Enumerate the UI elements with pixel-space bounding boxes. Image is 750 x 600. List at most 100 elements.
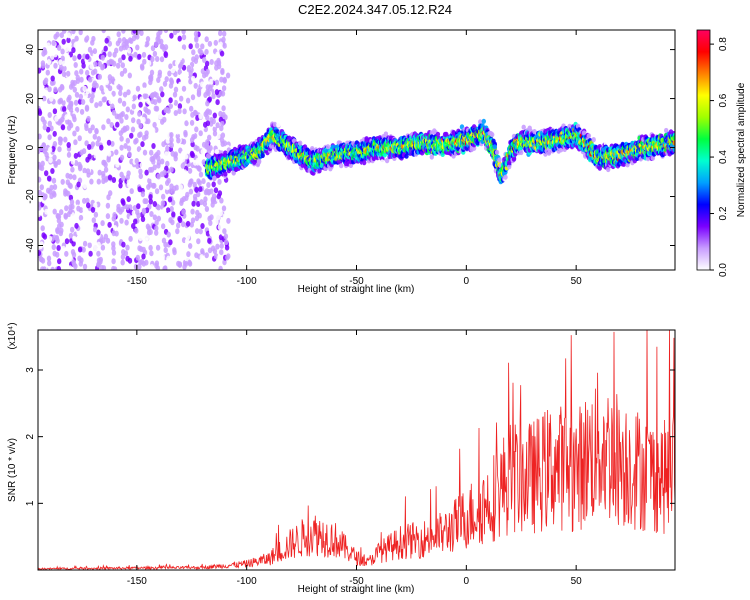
heat-cell [210, 196, 215, 203]
heat-cell [165, 160, 170, 167]
heat-cell [79, 108, 85, 115]
heat-cell [131, 210, 137, 217]
heat-cell [202, 57, 207, 63]
heat-cell [219, 76, 224, 83]
heat-cell [120, 253, 126, 260]
heat-cell [200, 248, 205, 255]
heat-cell [224, 35, 230, 42]
heat-cell [212, 112, 217, 119]
heat-cell [219, 50, 225, 57]
heat-cell [107, 74, 113, 81]
heat-cell [200, 43, 205, 50]
heat-cell [114, 113, 120, 120]
heat-cell [188, 179, 193, 186]
heat-cell [77, 161, 82, 168]
heat-cell [219, 125, 224, 132]
heat-cell [49, 193, 54, 200]
heat-cell [193, 247, 198, 254]
heat-cell [102, 96, 108, 103]
heat-cell [40, 225, 45, 232]
heat-cell [178, 54, 183, 61]
heat-cell [136, 203, 141, 210]
heat-cell [194, 126, 199, 133]
heat-cell [111, 177, 117, 183]
heat-cell [56, 199, 61, 205]
heat-cell [181, 85, 187, 92]
heat-cell [104, 79, 110, 86]
heat-cell [160, 200, 166, 207]
heat-cell [222, 259, 227, 266]
heat-cell [74, 91, 80, 98]
heat-cell [218, 30, 223, 37]
heat-cell [38, 176, 42, 183]
heat-cell [84, 35, 90, 42]
heat-cell [131, 103, 136, 110]
heat-cell [190, 217, 196, 224]
heat-cell [204, 60, 210, 67]
heat-cell [179, 197, 185, 204]
heat-cell [166, 255, 171, 262]
heat-cell [53, 162, 58, 168]
heat-cell [46, 59, 52, 65]
heat-cell [78, 30, 83, 36]
heat-cell [177, 103, 183, 110]
heat-cell [218, 210, 223, 217]
heat-cell [96, 136, 102, 142]
heat-cell [75, 199, 81, 206]
heat-cell [61, 106, 67, 113]
heat-cell [38, 108, 42, 115]
heat-cell [141, 51, 147, 58]
heat-cell [92, 226, 98, 233]
heat-cell [57, 193, 63, 200]
heat-cell [218, 185, 223, 192]
heat-cell [96, 261, 102, 268]
heat-cell [154, 219, 159, 226]
heat-cell [100, 220, 105, 227]
heat-cell [50, 54, 55, 60]
heat-cell [66, 151, 72, 158]
heat-cell [138, 221, 144, 228]
heat-cell [156, 173, 161, 180]
heat-cell [205, 114, 210, 121]
heat-cell [175, 128, 180, 135]
heat-cell [189, 119, 195, 126]
heat-cell [82, 206, 87, 213]
heat-cell [196, 238, 201, 245]
heat-cell [94, 37, 100, 44]
heat-cell [70, 226, 75, 233]
heat-cell [48, 157, 53, 164]
heat-cell [38, 211, 41, 218]
heat-cell [169, 137, 174, 144]
heat-cell [62, 65, 67, 72]
heat-cell [138, 235, 143, 242]
heat-cell [57, 223, 62, 230]
heat-cell [162, 265, 167, 270]
heat-cell [80, 99, 86, 105]
heat-cell [48, 146, 53, 153]
heat-cell [144, 198, 149, 205]
heat-cell [118, 90, 123, 97]
heat-cell [204, 252, 209, 259]
heat-cell [205, 68, 210, 75]
heat-cell [162, 80, 168, 87]
heat-cell [137, 53, 142, 60]
heat-cell [205, 139, 210, 146]
heat-cell [219, 249, 224, 256]
heat-cell [135, 209, 140, 216]
heat-cell [82, 240, 88, 247]
heat-cell [174, 184, 179, 191]
heat-cell [152, 182, 157, 189]
heat-cell [152, 50, 158, 57]
heat-cell [46, 175, 52, 182]
heat-cell [58, 59, 63, 66]
heat-cell [163, 241, 168, 248]
heat-cell [64, 205, 69, 212]
heat-cell [111, 245, 116, 252]
heat-cell [146, 109, 151, 115]
heat-cell [168, 103, 173, 109]
heat-cell [67, 45, 73, 52]
heat-cell [84, 105, 90, 112]
heat-cell [118, 45, 124, 52]
heat-cell [211, 93, 216, 100]
heat-cell [77, 246, 83, 253]
